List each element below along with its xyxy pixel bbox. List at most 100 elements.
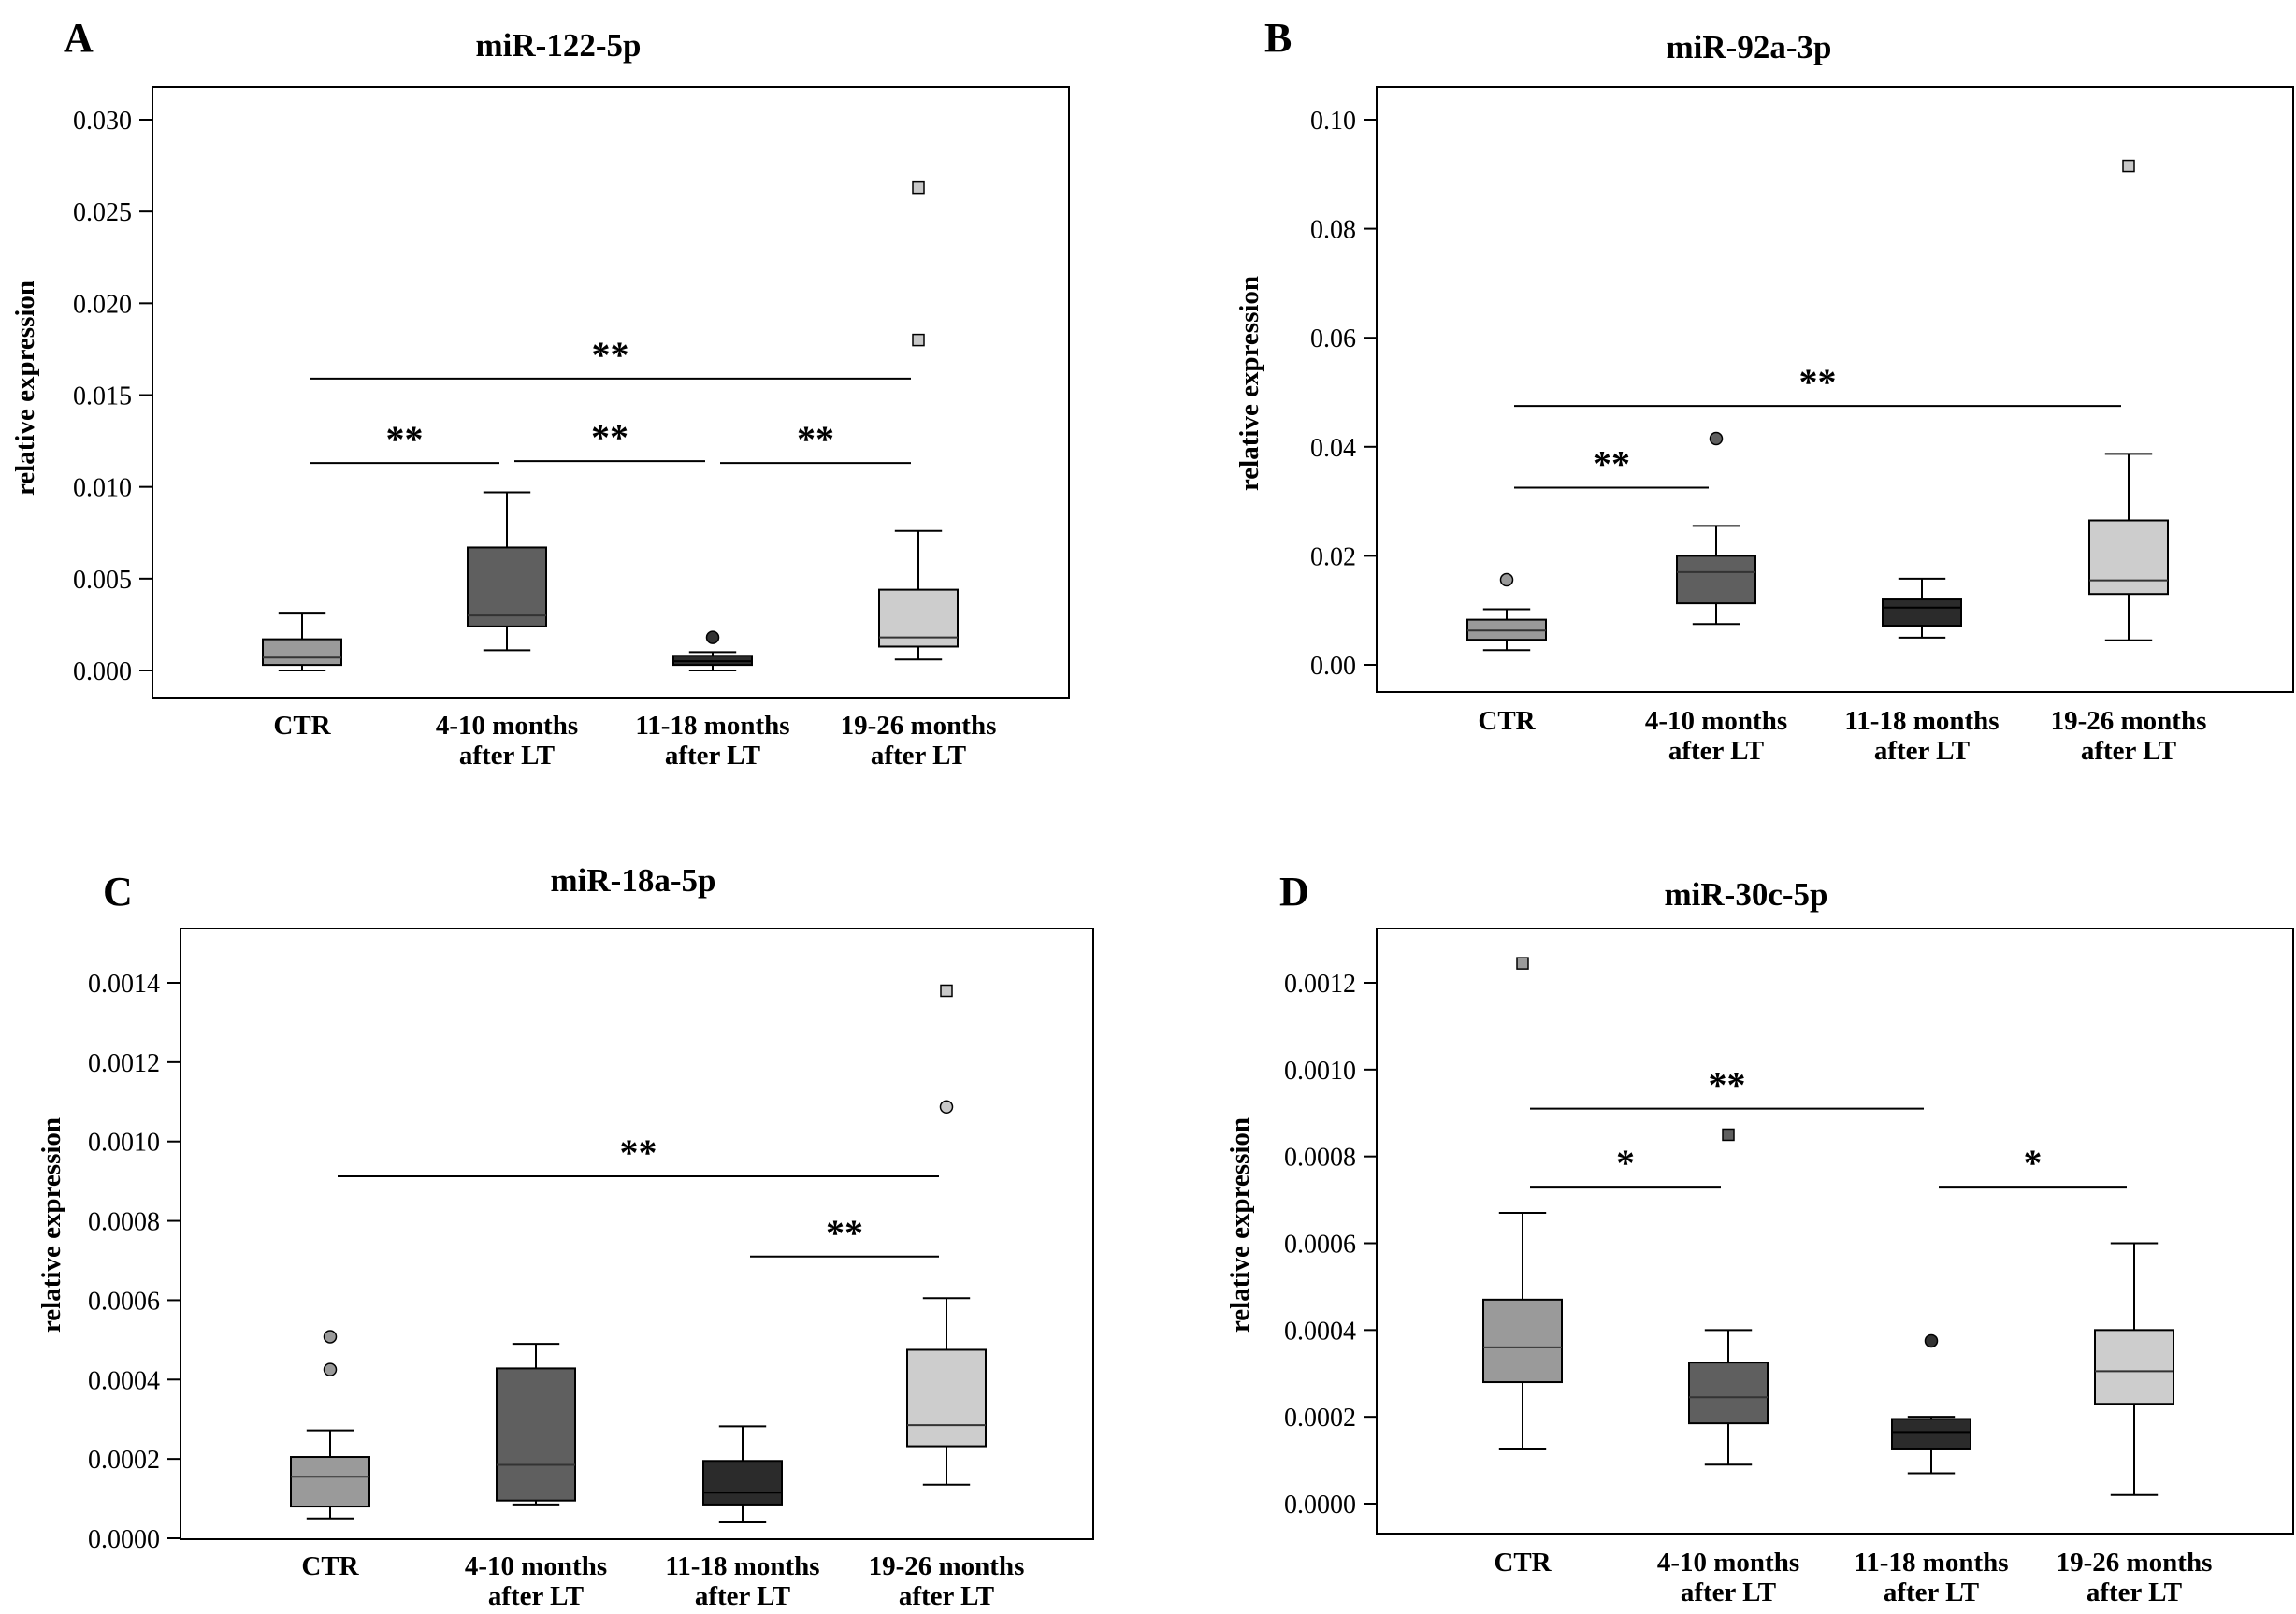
y-tick-label: 0.08 bbox=[1310, 216, 1356, 245]
box-iqr bbox=[1676, 555, 1756, 605]
box-2 bbox=[1676, 431, 1756, 626]
box-iqr bbox=[1891, 1418, 1971, 1450]
chart-title: miR-92a-3p bbox=[1667, 29, 1832, 65]
plot-frame bbox=[180, 928, 1094, 1540]
x-category-label: after LT bbox=[899, 1581, 994, 1611]
panel-letter: D bbox=[1279, 869, 1309, 915]
box-1 bbox=[1466, 572, 1547, 652]
box-iqr bbox=[2088, 519, 2169, 596]
y-tick-label: 0.04 bbox=[1310, 434, 1356, 463]
y-tick-label: 0.025 bbox=[73, 198, 132, 227]
y-tick-label: 0.0012 bbox=[1284, 970, 1356, 999]
panel-letter: C bbox=[103, 869, 133, 915]
x-category-label: after LT bbox=[459, 741, 555, 771]
y-axis-label: relative expression bbox=[1235, 276, 1264, 491]
significance-label: * bbox=[2024, 1142, 2043, 1184]
outlier-circle bbox=[705, 630, 720, 644]
y-tick-label: 0.0006 bbox=[88, 1287, 160, 1316]
outlier-circle bbox=[323, 1362, 338, 1376]
x-category-label: 4-10 months bbox=[436, 711, 578, 741]
y-axis-label: relative expression bbox=[36, 1117, 66, 1333]
x-category-label: after LT bbox=[1874, 736, 1970, 766]
plot-frame bbox=[1376, 928, 2294, 1535]
significance-label: ** bbox=[1799, 361, 1837, 403]
x-category-label: 19-26 months bbox=[841, 711, 997, 741]
x-category-label: after LT bbox=[1668, 736, 1764, 766]
y-axis-label: relative expression bbox=[10, 281, 40, 496]
y-tick-label: 0.0010 bbox=[1284, 1057, 1356, 1086]
outlier-square bbox=[912, 333, 925, 347]
panel-letter: B bbox=[1264, 15, 1292, 61]
box-iqr bbox=[1882, 598, 1962, 627]
box-iqr bbox=[467, 546, 547, 627]
box-iqr bbox=[262, 638, 342, 667]
x-category-label: 11-18 months bbox=[1854, 1548, 2008, 1578]
significance-label: ** bbox=[386, 418, 424, 460]
significance-label: ** bbox=[1709, 1064, 1746, 1106]
x-category-label: 11-18 months bbox=[635, 711, 789, 741]
outlier-square bbox=[2122, 159, 2135, 173]
x-category-label: 4-10 months bbox=[1645, 706, 1787, 736]
outlier-circle bbox=[323, 1330, 338, 1344]
y-tick-label: 0.030 bbox=[73, 107, 132, 136]
significance-label: ** bbox=[620, 1131, 657, 1174]
y-tick-label: 0.0000 bbox=[1284, 1491, 1356, 1520]
y-tick-label: 0.02 bbox=[1310, 542, 1356, 571]
y-tick-label: 0.0012 bbox=[88, 1049, 160, 1078]
outlier-circle bbox=[939, 1100, 954, 1115]
x-category-label: after LT bbox=[665, 741, 760, 771]
box-iqr bbox=[906, 1348, 987, 1448]
outlier-square bbox=[940, 984, 953, 998]
y-tick-label: 0.0006 bbox=[1284, 1231, 1356, 1260]
box-1 bbox=[262, 612, 342, 671]
box-3 bbox=[702, 1425, 783, 1524]
box-iqr bbox=[1688, 1362, 1769, 1425]
box-iqr bbox=[290, 1456, 370, 1508]
significance-label: ** bbox=[797, 418, 834, 460]
outlier-circle bbox=[1499, 572, 1514, 587]
x-category-label: 19-26 months bbox=[869, 1551, 1025, 1581]
x-category-label: after LT bbox=[488, 1581, 584, 1611]
x-category-label: 19-26 months bbox=[2051, 706, 2207, 736]
y-tick-label: 0.06 bbox=[1310, 324, 1356, 353]
y-tick-label: 0.0008 bbox=[88, 1208, 160, 1237]
box-3 bbox=[1882, 577, 1962, 639]
box-2 bbox=[467, 491, 547, 652]
panel-letter: A bbox=[64, 15, 94, 61]
box-2 bbox=[496, 1343, 576, 1506]
outlier-square bbox=[1516, 957, 1529, 970]
y-tick-label: 0.0004 bbox=[1284, 1317, 1356, 1346]
outlier-square bbox=[1722, 1128, 1735, 1142]
x-category-label: 19-26 months bbox=[2057, 1548, 2213, 1578]
x-category-label: CTR bbox=[1494, 1548, 1552, 1578]
y-tick-label: 0.0014 bbox=[88, 970, 160, 999]
x-category-label: 4-10 months bbox=[465, 1551, 607, 1581]
box-iqr bbox=[496, 1367, 576, 1502]
x-category-label: 4-10 months bbox=[1657, 1548, 1799, 1578]
x-category-label: 11-18 months bbox=[1844, 706, 1999, 736]
chart-title: miR-18a-5p bbox=[551, 862, 716, 899]
box-2 bbox=[1688, 1128, 1769, 1466]
outlier-square bbox=[912, 180, 925, 195]
y-tick-label: 0.0004 bbox=[88, 1366, 160, 1395]
plot-frame bbox=[1376, 86, 2294, 693]
significance-label: ** bbox=[826, 1212, 863, 1254]
chart-title: miR-30c-5p bbox=[1665, 876, 1828, 913]
box-4 bbox=[2094, 1242, 2174, 1496]
y-tick-label: 0.0002 bbox=[1284, 1404, 1356, 1433]
y-tick-label: 0.010 bbox=[73, 474, 132, 503]
chart-title: miR-122-5p bbox=[476, 27, 642, 64]
box-3 bbox=[1891, 1333, 1971, 1475]
box-3 bbox=[672, 630, 753, 671]
outlier-circle bbox=[1709, 431, 1724, 446]
y-tick-label: 0.0002 bbox=[88, 1446, 160, 1475]
x-category-label: 11-18 months bbox=[665, 1551, 819, 1581]
outlier-circle bbox=[1924, 1333, 1939, 1348]
y-tick-label: 0.0008 bbox=[1284, 1144, 1356, 1173]
box-1 bbox=[1482, 957, 1563, 1450]
x-category-label: after LT bbox=[1884, 1578, 1979, 1607]
significance-label: * bbox=[1616, 1142, 1635, 1184]
x-category-label: after LT bbox=[1681, 1578, 1776, 1607]
